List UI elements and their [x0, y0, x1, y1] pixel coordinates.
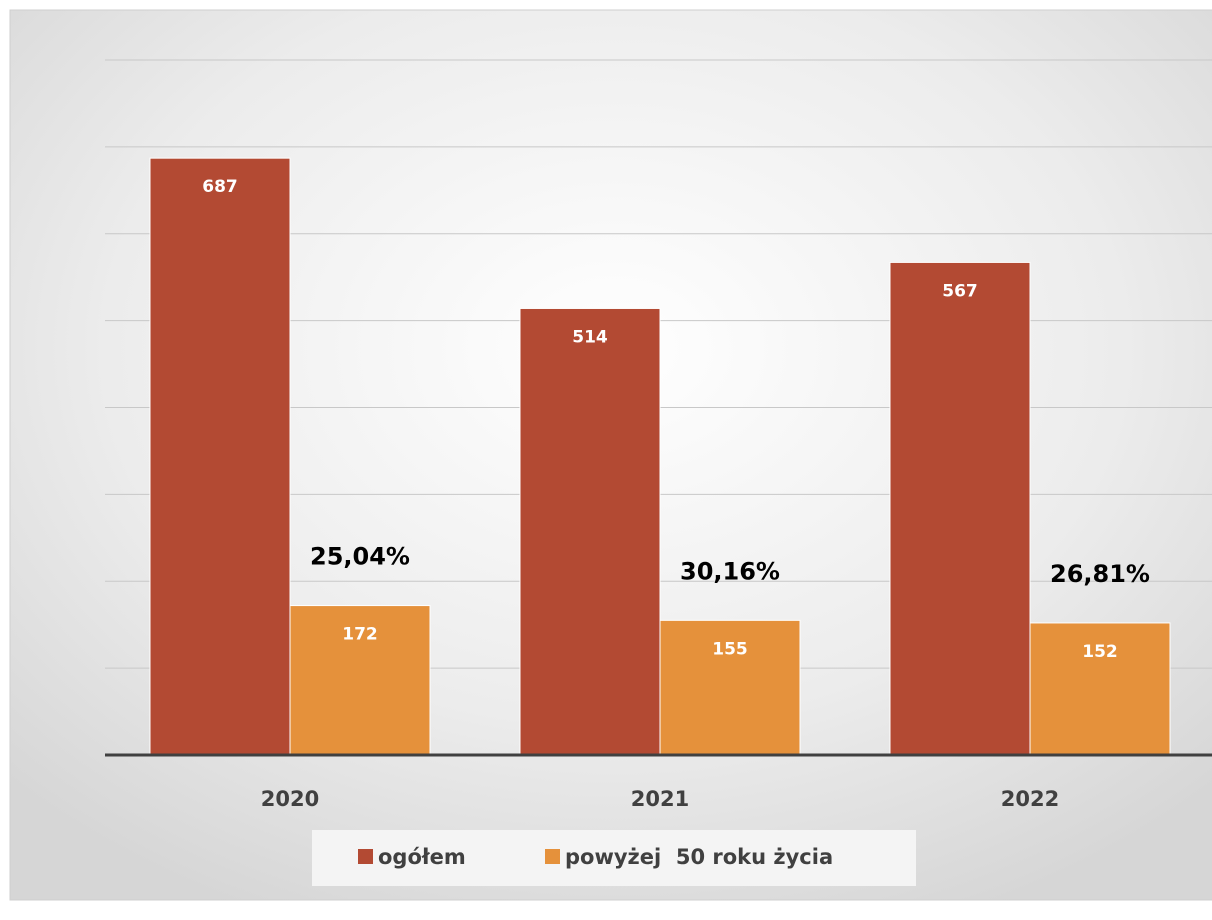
- x-tick-label: 2020: [261, 787, 319, 811]
- data-label: 567: [942, 281, 978, 301]
- legend-label: powyżej 50 roku życia: [565, 845, 833, 869]
- data-label: 172: [342, 625, 378, 645]
- legend-label: ogółem: [378, 845, 466, 869]
- annotation: 25,04%: [310, 543, 410, 571]
- bar: [149, 157, 291, 756]
- x-tick-label: 2022: [1001, 787, 1059, 811]
- legend-swatch: [545, 849, 560, 864]
- data-label: 155: [712, 639, 748, 659]
- annotation: 26,81%: [1050, 560, 1150, 588]
- data-label: 152: [1082, 642, 1118, 662]
- x-tick-label: 2021: [631, 787, 689, 811]
- bar: [289, 605, 431, 756]
- data-label: 687: [202, 177, 238, 197]
- legend-swatch: [358, 849, 373, 864]
- annotation: 30,16%: [680, 557, 780, 585]
- legend-box: [312, 830, 916, 886]
- bar: [889, 261, 1031, 756]
- data-label: 514: [572, 327, 608, 347]
- bar: [519, 307, 661, 756]
